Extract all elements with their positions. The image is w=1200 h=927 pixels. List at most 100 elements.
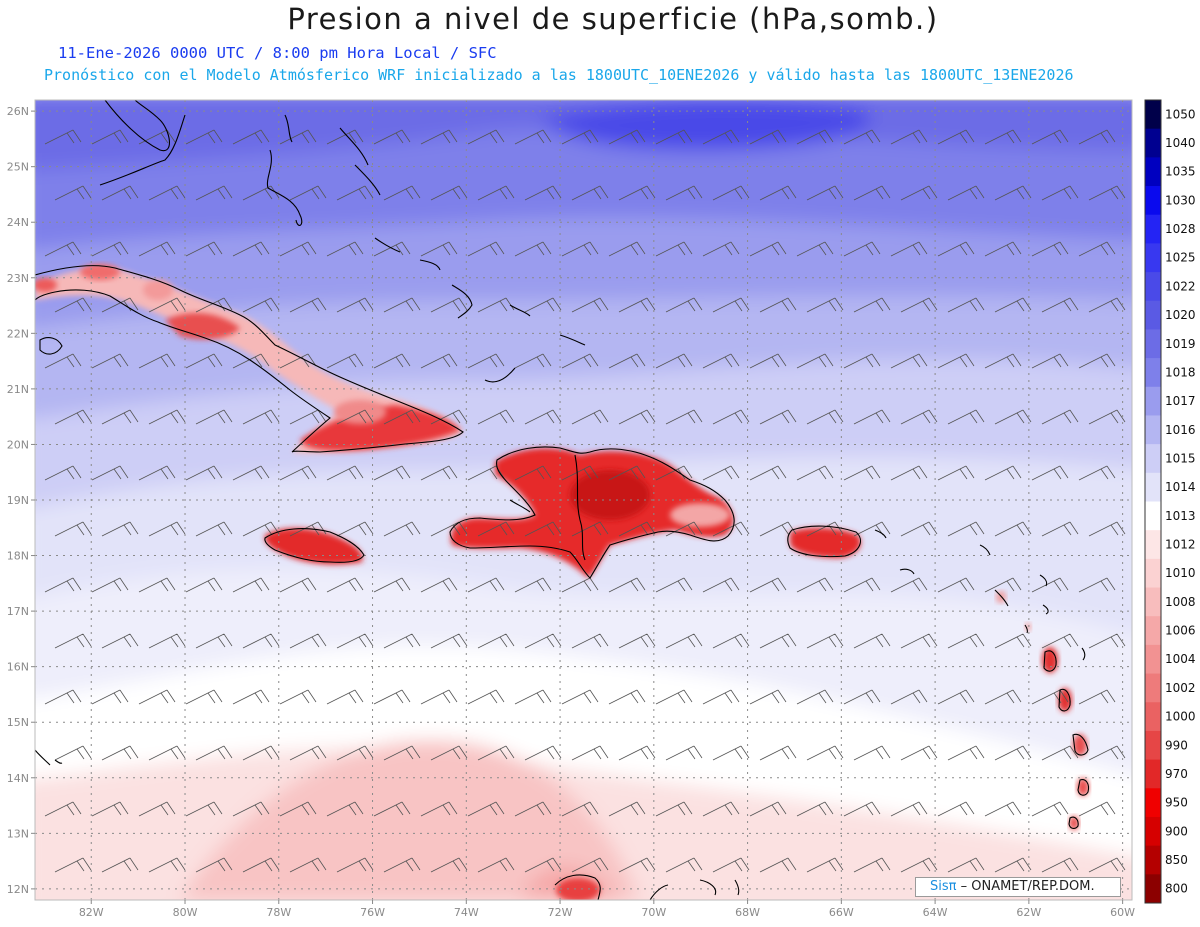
colorbar-label: 800 <box>1165 882 1188 896</box>
wind-barb <box>561 465 599 481</box>
wind-barb <box>336 185 374 201</box>
colorbar-swatch <box>1145 358 1161 388</box>
wind-barb <box>749 577 787 593</box>
wind-barb <box>759 633 797 649</box>
wind-barb <box>383 297 421 313</box>
wind-barb <box>148 521 186 537</box>
wind-barb <box>843 689 881 705</box>
credit-label: Sisπ – ONAMET/REP.DOM. <box>915 877 1121 897</box>
wind-barb <box>1041 633 1079 649</box>
wind-barb <box>467 801 505 817</box>
wind-barb <box>890 129 928 145</box>
wind-barb <box>232 241 270 257</box>
lon-tick-label: 82W <box>79 906 104 919</box>
wind-barb <box>524 185 562 201</box>
wind-barb <box>947 297 985 313</box>
wind-barb <box>1031 801 1069 817</box>
wind-barb <box>195 521 233 537</box>
wind-barb <box>44 577 82 593</box>
wind-barb <box>430 857 468 873</box>
colorbar-swatch <box>1145 501 1161 531</box>
wind-barb <box>524 633 562 649</box>
wind-barb <box>665 409 703 425</box>
wind-barb <box>430 745 468 761</box>
wind-barb <box>561 353 599 369</box>
wind-barb <box>289 745 327 761</box>
wind-barb <box>937 577 975 593</box>
wind-barb <box>712 857 750 873</box>
wind-barb <box>44 241 82 257</box>
wind-barb <box>994 857 1032 873</box>
wind-barb <box>665 185 703 201</box>
wind-barb <box>336 297 374 313</box>
wind-barb <box>477 633 515 649</box>
wind-barb <box>853 633 891 649</box>
lon-tick-label: 80W <box>173 906 198 919</box>
wind-barb <box>148 745 186 761</box>
wind-barb <box>430 185 468 201</box>
wind-barb <box>195 409 233 425</box>
wind-barb <box>430 633 468 649</box>
wind-barb <box>796 577 834 593</box>
wind-barb <box>326 465 364 481</box>
wind-barb <box>984 801 1022 817</box>
wind-barb <box>138 129 176 145</box>
wind-barb <box>984 353 1022 369</box>
colorbar-label: 990 <box>1165 738 1188 752</box>
wind-barb <box>797 914 833 927</box>
wind-barb <box>54 409 92 425</box>
wind-barb <box>232 689 270 705</box>
wind-barb <box>1031 241 1069 257</box>
wind-barb <box>383 633 421 649</box>
wind-barb <box>806 297 844 313</box>
lat-tick-label: 21N <box>7 383 29 396</box>
colorbar-label: 1014 <box>1165 480 1196 494</box>
wind-barb <box>618 745 656 761</box>
wind-barb <box>994 745 1032 761</box>
wind-barb <box>618 857 656 873</box>
colorbar-swatch <box>1145 845 1161 875</box>
wind-barb <box>665 857 703 873</box>
lat-tick-label: 12N <box>7 883 29 896</box>
colorbar-swatch <box>1145 128 1161 158</box>
wind-barb <box>420 465 458 481</box>
wind-barb <box>1078 801 1116 817</box>
wind-barb <box>420 801 458 817</box>
colorbar-swatch <box>1145 300 1161 330</box>
wind-barb <box>373 465 411 481</box>
wind-barb <box>101 857 139 873</box>
colorbar-swatch <box>1145 243 1161 273</box>
lat-tick-label: 25N <box>7 161 29 174</box>
wind-barb <box>91 241 129 257</box>
wind-barb <box>712 409 750 425</box>
wind-barb <box>900 857 938 873</box>
colorbar-label: 1019 <box>1165 337 1196 351</box>
wind-barb <box>571 409 609 425</box>
wind-barb <box>326 129 364 145</box>
wind-barb <box>994 521 1032 537</box>
colorbar-label: 1040 <box>1165 136 1196 150</box>
wind-barb <box>326 353 364 369</box>
wind-barb <box>1078 353 1116 369</box>
wind-barb <box>608 353 646 369</box>
wind-barb <box>994 185 1032 201</box>
wind-barb <box>702 241 740 257</box>
wind-barb <box>843 577 881 593</box>
wind-barb <box>947 633 985 649</box>
wind-barb <box>326 577 364 593</box>
colorbar-label: 900 <box>1165 824 1188 838</box>
wind-barb <box>1088 409 1126 425</box>
wind-barb <box>655 353 693 369</box>
wind-barb <box>806 633 844 649</box>
wind-barb <box>937 129 975 145</box>
wind-barb <box>890 353 928 369</box>
colorbar-swatch <box>1145 186 1161 216</box>
wind-barb <box>232 465 270 481</box>
colorbar-label: 1025 <box>1165 251 1196 265</box>
colorbar-label: 1022 <box>1165 279 1196 293</box>
wind-barb <box>101 633 139 649</box>
wind-barb <box>420 577 458 593</box>
map-title: Presion a nivel de superficie (hPa,somb.… <box>287 2 939 36</box>
wind-barb <box>195 633 233 649</box>
wind-barb <box>138 577 176 593</box>
